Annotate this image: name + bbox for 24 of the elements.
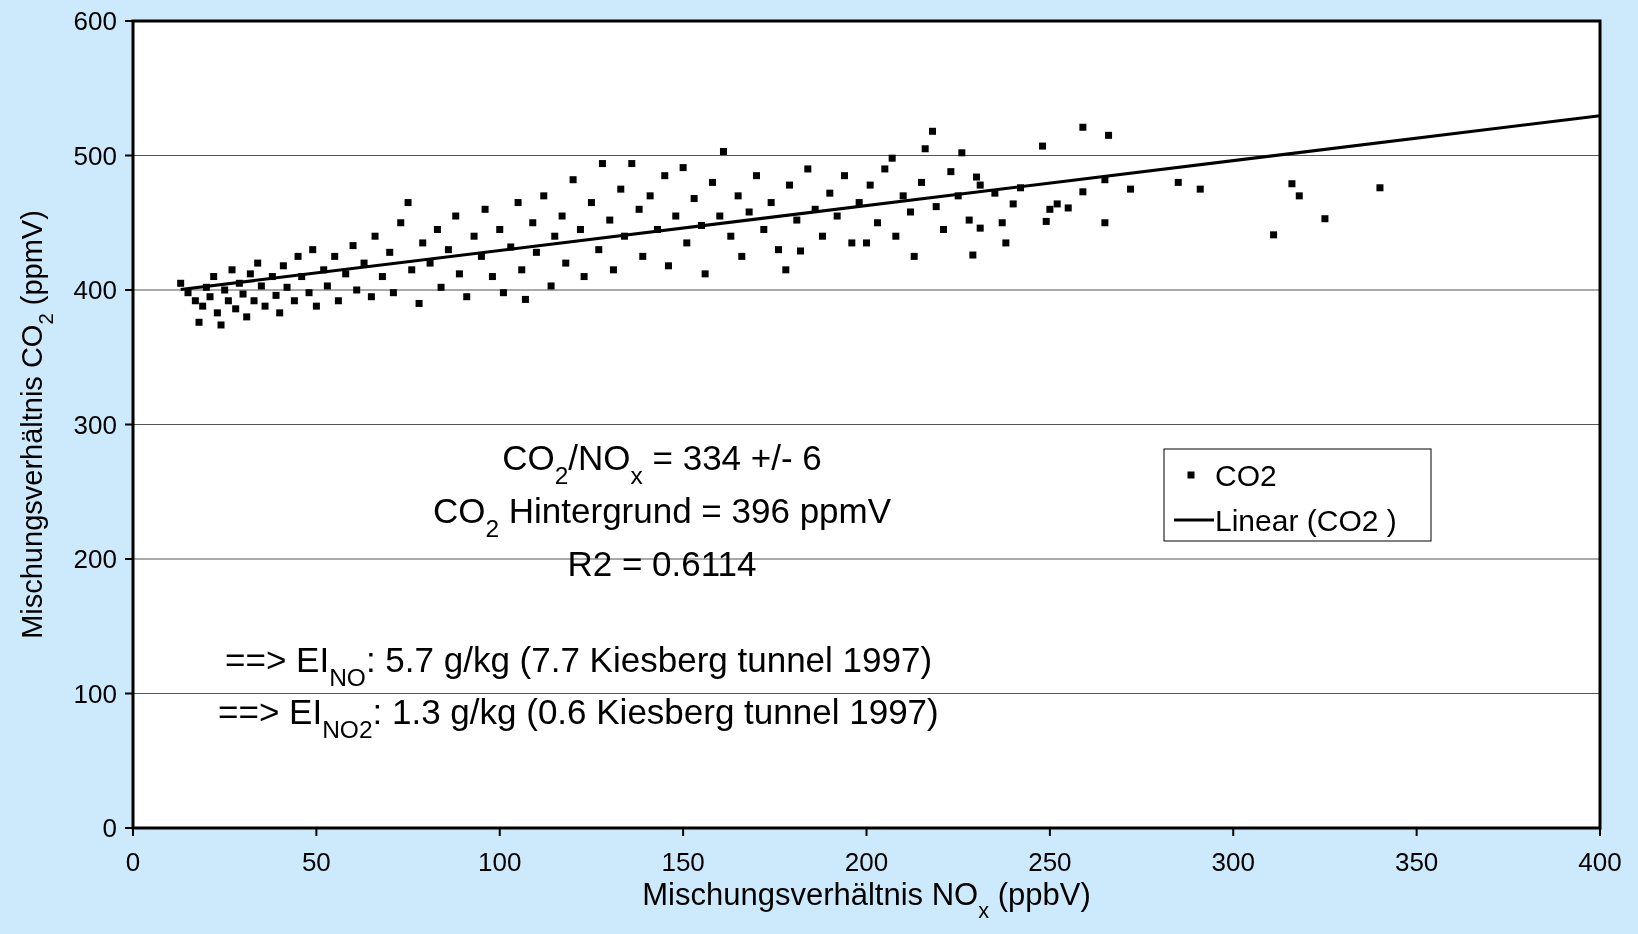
x-axis-title: Mischungsverhältnis NO$_{x}$ (ppbV) <box>642 877 1091 923</box>
y-tick-label: 500 <box>73 140 117 171</box>
y-tick-label: 200 <box>73 544 117 575</box>
x-tick-label: 400 <box>1578 847 1622 877</box>
x-tick-label: 300 <box>1211 847 1255 877</box>
legend-label: Linear (CO2 ) <box>1215 503 1397 537</box>
x-tick-label: 150 <box>661 847 705 877</box>
x-tick-label: 350 <box>1394 847 1439 877</box>
y-tick-label: 600 <box>73 6 117 37</box>
x-tick-label: 100 <box>478 847 522 877</box>
y-tick-label: 300 <box>73 409 117 440</box>
annotation: CO$_{2}$/NO$_{x}$ = 334 +/- 6 <box>502 438 822 489</box>
x-tick-label: 0 <box>125 847 141 877</box>
y-tick-label: 100 <box>73 678 117 709</box>
x-tick-label: 250 <box>1028 847 1072 877</box>
annotation: CO$_{2}$ Hintergrund = 396 ppmV <box>432 491 892 542</box>
y-tick-label: 0 <box>102 813 117 844</box>
x-tick-label: 200 <box>844 847 889 877</box>
annotation: R2 = 0.6114 <box>567 544 757 583</box>
annotation: ==> EI$_{NO2}$: 1.3 g/kg (0.6 Kiesberg tunnel 1997) <box>218 692 939 743</box>
x-tick-label: 50 <box>301 847 331 877</box>
y-tick-label: 400 <box>73 275 117 306</box>
annotation: ==> EI$_{NO}$: 5.7 g/kg (7.7 Kiesberg tunnel 1997) <box>225 640 933 691</box>
legend-label: CO2 <box>1215 458 1277 492</box>
